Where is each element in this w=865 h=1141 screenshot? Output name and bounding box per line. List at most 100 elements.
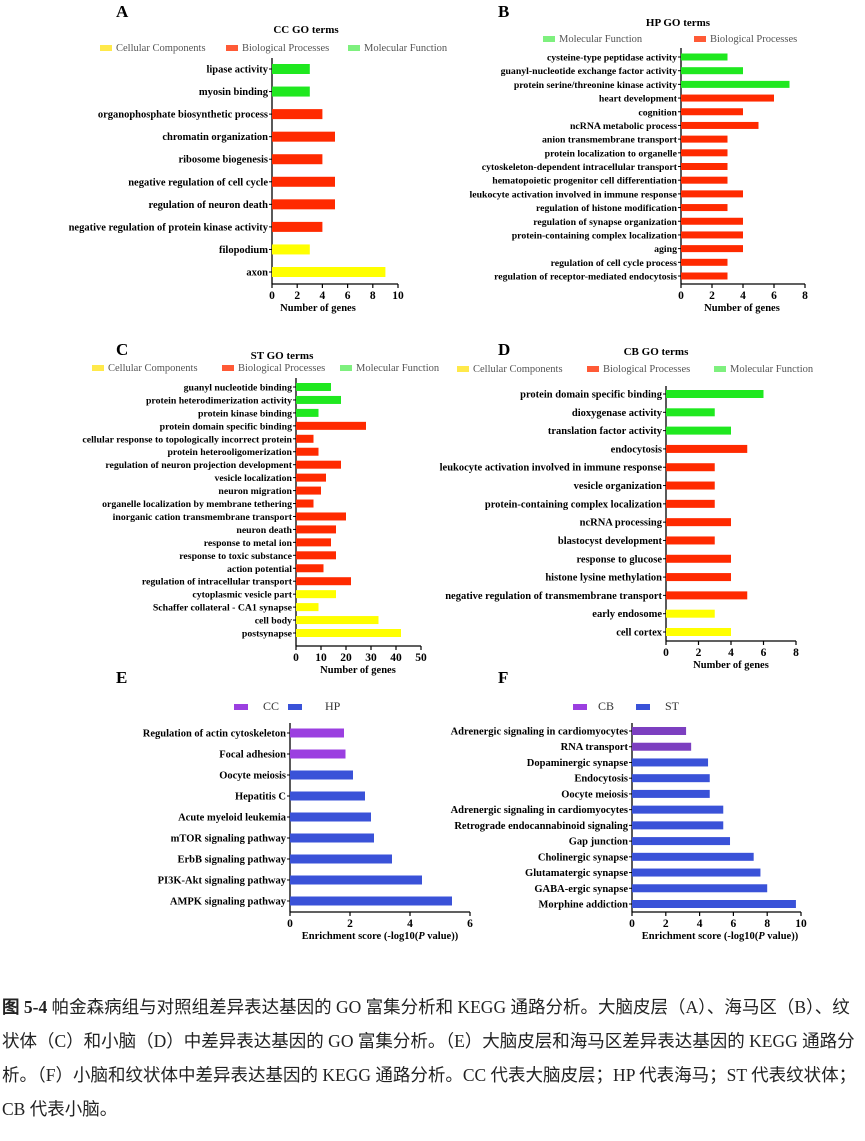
panel-d-category-label: early endosome [592,609,662,620]
panel-a-x-tick-label: 4 [320,290,326,302]
panel-e-x-tick-label: 6 [467,918,473,930]
panel-c-bar [296,551,336,560]
panel-b-category-label: regulation of histone modification [536,203,678,214]
panel-f-x-tick-label: 8 [764,918,770,930]
panel-e-x-tick-label: 2 [347,918,353,930]
panel-c-legend-swatch-mf [340,365,352,371]
panel-c-bar [296,577,351,586]
panel-b-bar [681,53,728,61]
panel-b-x-tick-label: 0 [678,290,684,302]
panel-a-bar [272,131,335,142]
panel-c-category-label: protein heterodimerization activity [146,395,292,406]
panel-e-legend-label: CC [263,699,279,713]
panel-a-category-label: negative regulation of protein kinase ac… [69,222,269,233]
panel-c-bar [296,499,314,508]
panel-c-bar [296,473,326,482]
panel-a-category-label: organophosphate biosynthetic process [98,110,268,121]
panel-c-legend-swatch-cc [92,365,104,371]
caption-label: 图 5-4 [2,997,48,1017]
panel-b-legend-swatch-mf [543,36,555,42]
panel-f-category-label: Retrograde endocannabinoid signaling [454,821,628,832]
panel-e-bar [290,875,422,885]
panel-d-category-label: vesicle organization [574,481,663,492]
panel-b-bar [681,272,728,280]
panel-c-category-label: cell body [255,616,292,627]
panel-b-category-label: cytoskeleton-dependent intracellular tra… [482,162,678,173]
panel-c-bar [296,486,321,495]
panel-c-legend-label: Molecular Function [356,363,440,374]
panel-c-x-tick-label: 50 [415,652,427,664]
panel-b-bar [681,108,743,116]
panel-f-category-label: GABA-ergic synapse [534,884,628,895]
figure-caption: 图 5-4 帕金森病组与对照组差异表达基因的 GO 富集分析和 KEGG 通路分… [2,990,864,1126]
panel-b-category-label: guanyl-nucleotide exchange factor activi… [501,66,678,77]
panel-d-category-label: cell cortex [616,628,663,639]
panel-b-bar [681,135,728,143]
panel-f-bar [632,805,724,814]
panel-a-x-tick-label: 2 [294,290,300,302]
figure-charts: CC GO terms Cellular Components Biological… [69,17,814,942]
panel-d-bar [666,408,715,417]
panel-a-category-label: axon [246,268,268,279]
panel-e-bar [290,854,392,864]
panel-f-bar [632,884,768,893]
panel-e-bar [290,770,353,780]
panel-c-category-label: guanyl nucleotide binding [184,383,292,394]
panel-c-bar [296,603,319,612]
panel-a-x-tick-label: 0 [269,290,275,302]
panel-c-title: ST GO terms [251,350,314,362]
panel-f-bar [632,837,731,846]
panel-b-category-label: protein-containing complex localization [512,230,678,241]
panel-c-bar [296,434,314,443]
panel-b-bar [681,94,774,102]
panel-a-legend-swatch-bp [226,45,238,51]
panel-d-category-label: protein domain specific binding [520,390,663,401]
panel-e-legend-swatch-p [234,704,248,710]
panel-b-bar [681,67,743,75]
panel-f-bar [632,868,761,877]
panel-a-legend-label: Biological Processes [242,43,329,54]
panel-c-bar [296,447,319,456]
panel-c-x-tick-label: 40 [390,652,402,664]
panel-d-x-tick-label: 0 [663,647,669,659]
panel-c-bar [296,395,341,404]
panel-e-bar [290,833,374,843]
panel-a-legend-label: Cellular Components [116,43,206,54]
panel-b-bar [681,231,743,239]
panel-b-category-label: aging [654,244,677,255]
panel-c-bar [296,512,346,521]
panel-a-category-label: filopodium [219,245,268,256]
panel-e-category-label: mTOR signaling pathway [171,834,287,845]
panel-f-category-label: RNA transport [561,742,629,753]
panel-e-category-label: Acute myeloid leukemia [178,813,287,824]
panel-e-bar [290,896,452,906]
panel-f-x-tick-label: 0 [629,918,635,930]
panel-e-bar [290,728,344,738]
panel-e-bar [290,749,346,759]
panel-f-legend-label: ST [665,699,680,713]
panel-b-x-tick-label: 8 [802,290,808,302]
panel-f-bar [632,758,709,767]
panel-d-bar [666,518,731,527]
panel-c-legend-label: Cellular Components [108,363,198,374]
panel-c-bar [296,629,401,637]
panel-a-title: CC GO terms [273,24,339,36]
panel-f-x-tick-label: 10 [795,918,807,930]
panel-c-x-tick-label: 20 [340,652,352,664]
panel-b-bar [681,176,728,184]
panel-c-category-label: neuron migration [218,486,292,497]
panel-e-category-label: ErbB signaling pathway [177,855,286,866]
panel-a-category-label: chromatin organization [162,132,268,143]
panel-c-category-label: inorganic cation transmembrane transport [113,512,293,523]
panel-c-bar [296,460,341,469]
panel-c-category-label: protein domain specific binding [160,421,292,432]
panel-f-bar [632,742,692,751]
caption-text: 帕金森病组与对照组差异表达基因的 GO 富集分析和 KEGG 通路分析。大脑皮层… [2,997,857,1119]
panel-b-category-label: heart development [599,94,678,105]
panel-a-bar [272,221,323,232]
panel-b-bar [681,204,728,212]
panel-letter-e: E [116,668,128,687]
panel-a-x-label: Number of genes [280,303,356,314]
panel-c-bar [296,564,324,573]
panel-c-category-label: protein kinase binding [198,408,292,419]
